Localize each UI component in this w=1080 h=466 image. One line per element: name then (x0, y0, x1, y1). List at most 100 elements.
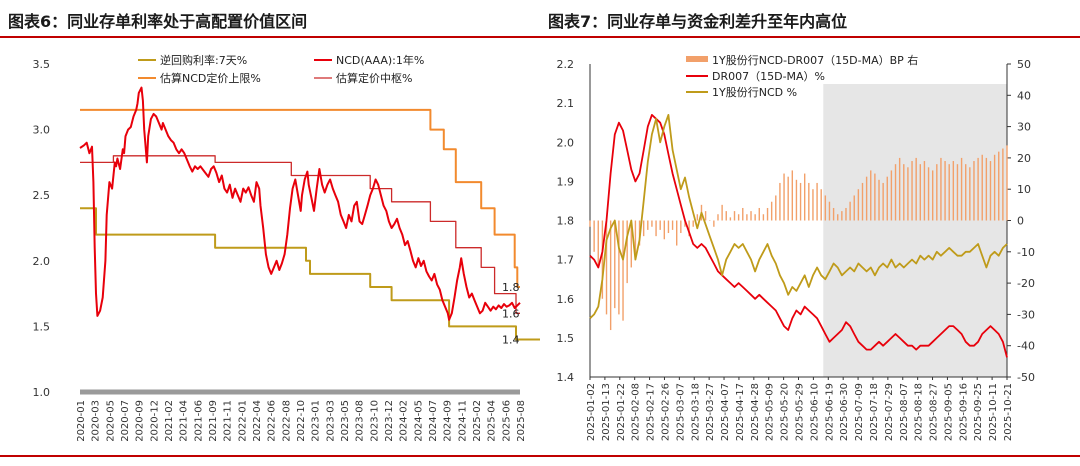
chart2-bar (742, 207, 744, 221)
chart1-legend-label: 逆回购利率:7天% (160, 53, 247, 67)
chart2-bar (989, 161, 992, 221)
chart2-y2tick-label: 40 (1017, 89, 1031, 102)
chart2-xtick-label: 2025-05-29 (795, 383, 806, 441)
chart2-bar (696, 214, 699, 221)
chart2-bar (832, 207, 835, 221)
chart2-bar (820, 189, 822, 221)
chart2-xtick-label: 2025-10-11 (988, 383, 999, 441)
chart2-bar (886, 176, 888, 221)
chart2-y2tick-label: -50 (1017, 371, 1035, 384)
chart2-bar (812, 189, 814, 221)
chart2-xtick-label: 2025-08-18 (914, 383, 925, 441)
title-rule (0, 36, 1080, 38)
chart1-ytick-label: 2.5 (33, 189, 51, 202)
chart1-legend-label: 估算NCD定价上限% (160, 71, 261, 85)
chart2-title: 图表7：同业存单与资金利差升至年内高位 (548, 12, 848, 31)
chart1-xtick-label: 2025-04 (487, 400, 498, 442)
chart1-xtick-label: 2020-05 (105, 400, 116, 442)
chart2-bar (944, 161, 946, 221)
chart2-bar (915, 157, 917, 221)
chart2-bar (816, 182, 818, 221)
chart2-ytick-label: 1.8 (557, 215, 575, 228)
chart2-bar (993, 154, 996, 221)
chart2-xtick-label: 2025-08-27 (929, 383, 940, 441)
chart1-xtick-label: 2022-06 (267, 400, 278, 442)
chart2-y2tick-label: 10 (1017, 183, 1031, 196)
chart2-legend-label: 1Y股份行NCD % (712, 86, 797, 99)
chart2-bar (779, 182, 781, 221)
chart2-bar (1006, 145, 1008, 221)
chart2-bar (709, 220, 711, 221)
chart2-xtick-label: 2025-09-16 (958, 383, 969, 441)
chart1-xtick-label: 2023-12 (384, 400, 395, 442)
chart1-legend-label: NCD(AAA):1年% (336, 53, 424, 67)
chart2-bar (808, 182, 810, 221)
chart1-xtick-label: 2021-06 (193, 400, 204, 442)
chart2-bar (845, 207, 847, 221)
chart2-bar (630, 220, 632, 268)
chart2-xtick-label: 2025-09-05 (943, 383, 954, 441)
chart1-xtick-label: 2024-05 (413, 400, 424, 442)
chart1-end-annotation: 1.6 (502, 307, 520, 320)
chart2-bar (981, 154, 983, 221)
chart1-xtick-label: 2024-09 (443, 400, 454, 442)
chart2-y2tick-label: -10 (1017, 246, 1035, 259)
chart2-bar (614, 220, 616, 309)
chart2-xtick-label: 2025-05-20 (780, 383, 791, 441)
chart2-bar (824, 195, 827, 221)
chart2-bar (952, 161, 955, 221)
chart2-bar (622, 220, 624, 321)
chart2-bar (911, 161, 913, 221)
chart2-y2tick-label: 30 (1017, 121, 1031, 134)
chart2-bar (626, 220, 628, 284)
chart2-bar (642, 220, 645, 237)
footer-rule (0, 455, 1080, 457)
chart1-xtick-label: 2021-11 (223, 400, 234, 442)
chart2-bar (799, 182, 802, 221)
chart2-svg: 1.4 1.5 1.6 1.7 1.8 1.9 2.0 2.1 2.2 -50 -40 -30 -20 -… (557, 53, 1035, 441)
chart2-bar (684, 220, 686, 227)
chart2-bar (593, 220, 595, 252)
chart1-xtick-label: 2020-07 (120, 400, 131, 442)
chart1-xtick-label: 2024-07 (428, 400, 439, 442)
chart1-xtick-label: 2020-01 (76, 400, 87, 442)
chart2-bar (713, 220, 715, 227)
chart2-bar (923, 161, 926, 221)
chart2-xtick-label: 2025-02-08 (631, 383, 642, 441)
chart1-xtick-label: 2025-02 (472, 400, 483, 442)
chart2-ytick-label: 1.6 (557, 293, 575, 306)
chart2-bar (931, 170, 934, 221)
chart2-ytick-label: 2.2 (557, 58, 575, 71)
chart2-bar (758, 207, 760, 221)
chart1-series-line-3 (80, 155, 520, 314)
chart2-bar (903, 164, 905, 221)
chart2-bar (783, 173, 785, 221)
chart2-ytick-label: 1.4 (557, 371, 575, 384)
chart1-ytick-label: 1.0 (33, 386, 51, 399)
chart1-legend-label: 估算定价中枢% (336, 71, 412, 85)
chart1-xtick-label: 2022-08 (281, 400, 292, 442)
chart2-bar (634, 220, 637, 259)
chart2-bar (605, 220, 608, 315)
chart2-xtick-label: 2025-06-10 (809, 383, 820, 441)
chart2-bar (609, 220, 612, 331)
chart2-bar (704, 211, 707, 221)
chart2-bar (688, 220, 690, 237)
chart2-ytick-label: 1.5 (557, 332, 575, 345)
chart1-series-line-2 (80, 108, 520, 288)
chart2-xtick-label: 2025-02-26 (660, 383, 671, 441)
chart1-xtick-label: 2023-05 (340, 400, 351, 442)
chart2-bar (601, 220, 604, 299)
chart2-bar (907, 167, 909, 221)
chart2-legend-label: DR007（15D-MA）% (712, 70, 825, 83)
chart2-bar (795, 179, 798, 221)
chart2-bar (1002, 148, 1004, 221)
chart2-bar (898, 157, 901, 221)
chart2-xtick-label: 2025-04-17 (735, 383, 746, 441)
chart2-bar (894, 164, 897, 221)
chart2-xtick-label: 2025-05-09 (765, 383, 776, 441)
chart1-series-line-1 (79, 86, 521, 321)
chart2-xtick-label: 2025-04-07 (720, 383, 731, 441)
chart2-bar (853, 195, 855, 221)
chart2-bar (870, 170, 872, 221)
